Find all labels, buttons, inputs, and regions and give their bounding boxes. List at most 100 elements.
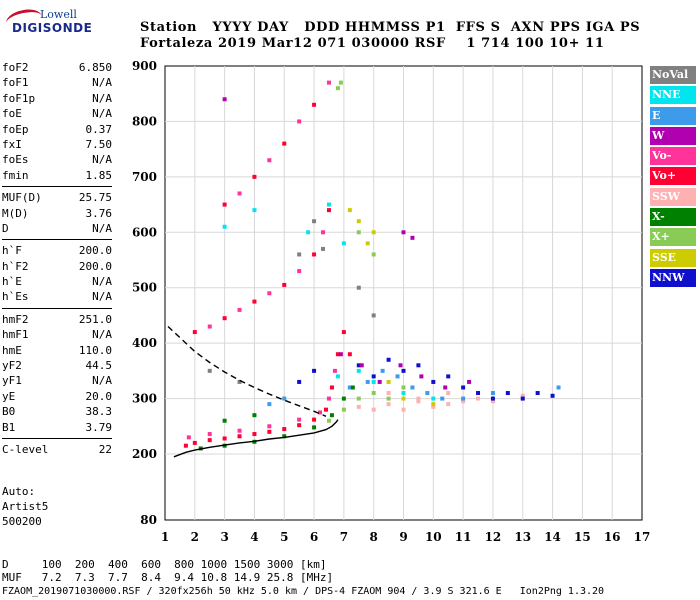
param-row: foF2 6.850 (2, 60, 112, 75)
data-point (359, 363, 364, 368)
data-point (237, 428, 242, 433)
param-name: foEp (2, 122, 29, 136)
data-point (416, 396, 421, 401)
param-row: yF2 44.5 (2, 358, 112, 373)
param-name: h`F (2, 244, 22, 258)
data-point (312, 417, 317, 422)
param-value: 44.5 (85, 359, 113, 373)
logo-digisonde-text: DIGISONDE (12, 21, 93, 35)
param-name: yF1 (2, 374, 22, 388)
data-point (356, 285, 361, 290)
data-point (371, 230, 376, 235)
data-point (237, 434, 242, 439)
param-name: C-level (2, 442, 49, 456)
series-2 (356, 391, 525, 412)
data-point (410, 385, 415, 390)
data-point (556, 385, 561, 390)
param-row: yE 20.0 (2, 389, 112, 404)
data-point (386, 357, 391, 362)
data-point (380, 368, 385, 373)
series-8 (326, 80, 406, 423)
param-value: N/A (92, 76, 112, 90)
x-tick-label: 15 (574, 530, 591, 544)
param-name: hmF2 (2, 312, 29, 326)
param-value: 200.0 (78, 244, 112, 258)
param-row: fmin 1.85 (2, 168, 112, 183)
data-point (297, 423, 302, 428)
polarization-legend: NoVal NNE E W Vo- Vo+ SSW X- X+ SSE NNW (650, 66, 696, 289)
legend-entry-w: W (650, 126, 696, 145)
param-row: h`F 200.0 (2, 243, 112, 258)
param-divider (2, 186, 112, 188)
data-point (371, 313, 376, 318)
data-point (297, 417, 302, 422)
param-name: fmin (2, 168, 29, 182)
param-value: 20.0 (85, 389, 113, 403)
x-tick-label: 4 (250, 530, 258, 544)
echo-points (183, 80, 561, 451)
data-point (282, 427, 287, 432)
param-value: N/A (92, 328, 112, 342)
data-point (365, 241, 370, 246)
mufd-distance-row: D 100 200 400 600 800 1000 1500 3000 [km… (2, 558, 327, 571)
data-point (222, 316, 227, 321)
legend-entry-xplus: X+ (650, 228, 696, 247)
data-point (297, 252, 302, 257)
data-point (341, 396, 346, 401)
param-row: M(D) 3.76 (2, 206, 112, 221)
lowell-digisonde-logo: Lowell DIGISONDE (4, 6, 92, 40)
x-tick-label: 10 (425, 530, 442, 544)
data-point (461, 385, 466, 390)
data-point (237, 379, 242, 384)
data-point (192, 440, 197, 445)
y-tick-label: 800 (132, 114, 157, 128)
x-tick-label: 12 (485, 530, 502, 544)
series-10 (207, 219, 376, 384)
data-point (490, 391, 495, 396)
param-name: foF1p (2, 91, 36, 105)
data-point (237, 307, 242, 312)
param-row: yF1 N/A (2, 373, 112, 388)
data-point (401, 385, 406, 390)
data-point (446, 374, 451, 379)
param-name: B0 (2, 405, 16, 419)
param-name: h`F2 (2, 259, 29, 273)
data-point (183, 443, 188, 448)
param-value: 25.75 (78, 191, 112, 205)
param-name: foF1 (2, 76, 29, 90)
data-point (326, 396, 331, 401)
param-name: fxI (2, 137, 22, 151)
x-tick-label: 2 (191, 530, 199, 544)
param-row: hmF1 N/A (2, 327, 112, 342)
legend-entry-vominus: Vo- (650, 147, 696, 166)
data-point (341, 407, 346, 412)
data-point (490, 399, 495, 404)
data-point (321, 230, 326, 235)
series-7 (198, 385, 355, 451)
data-point (222, 97, 227, 102)
header-values: Fortaleza 2019 Mar12 071 030000 RSF 1 71… (140, 36, 605, 51)
param-row: h`E N/A (2, 274, 112, 289)
data-point (252, 432, 257, 437)
data-point (297, 379, 302, 384)
data-point (207, 438, 212, 443)
data-point (431, 402, 436, 407)
param-value: 22 (98, 442, 112, 456)
data-point (520, 393, 525, 398)
data-point (356, 396, 361, 401)
series-3 (297, 357, 555, 401)
data-point (207, 324, 212, 329)
param-row: h`Es N/A (2, 289, 112, 304)
data-point (338, 80, 343, 85)
data-point (425, 391, 430, 396)
y-tick-label: 200 (132, 447, 157, 461)
data-point (282, 141, 287, 146)
data-point (222, 202, 227, 207)
data-point (338, 352, 343, 357)
x-tick-label: 6 (310, 530, 318, 544)
axis-ticks: 1 2 3 4 5 6 7 8 9 10 11 12 13 14 15 16 17802003004005006… (132, 59, 650, 544)
scaled-parameters-panel: foF2 6.850 foF1 N/A foF1p N/A foE N/A foEp 0.37 fx… (2, 60, 112, 457)
param-value: 7.50 (85, 137, 113, 151)
data-point (323, 407, 328, 412)
param-name: foF2 (2, 61, 29, 74)
